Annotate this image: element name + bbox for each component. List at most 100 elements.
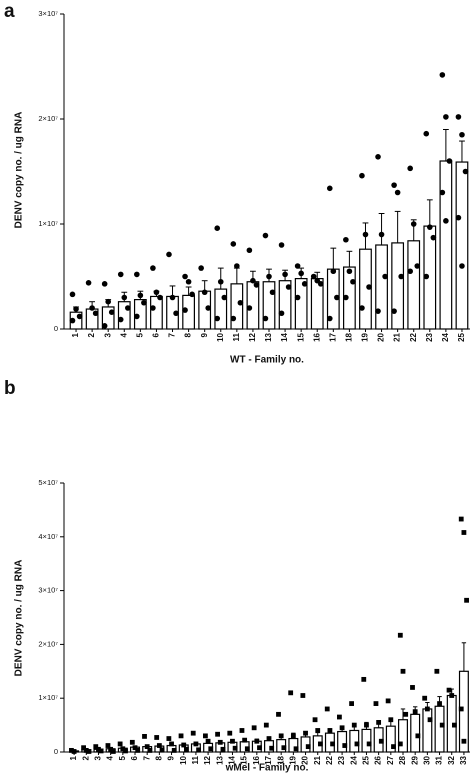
data-point — [105, 743, 111, 748]
x-tick-label: 7 — [142, 755, 151, 760]
data-point — [125, 305, 131, 311]
x-tick-label: 32 — [447, 755, 456, 764]
data-point — [257, 745, 262, 751]
data-point — [403, 711, 409, 717]
x-tick-label: 17 — [264, 755, 273, 764]
x-tick-label: 18 — [345, 332, 354, 341]
x-tick-label: 21 — [313, 755, 322, 764]
data-point — [73, 306, 79, 312]
data-point — [376, 720, 382, 725]
data-point — [189, 291, 195, 298]
data-point — [359, 172, 365, 179]
data-point — [293, 746, 299, 752]
data-point — [343, 294, 349, 301]
data-point — [294, 294, 301, 301]
bar — [410, 713, 421, 753]
y-tick-label: 1×10⁷ — [38, 219, 58, 228]
data-point — [253, 282, 260, 288]
data-point — [318, 741, 323, 747]
data-point — [196, 747, 201, 753]
data-point — [254, 738, 260, 744]
x-tick-label: 20 — [301, 755, 310, 764]
data-point — [375, 308, 381, 314]
data-point — [410, 221, 417, 227]
data-point — [459, 131, 465, 138]
x-tick-label: 26 — [374, 755, 383, 764]
data-point — [141, 299, 147, 306]
data-point — [96, 746, 101, 752]
x-tick-label: 29 — [410, 755, 419, 764]
error-bar — [400, 708, 406, 720]
data-point — [278, 242, 285, 248]
data-point — [382, 273, 388, 280]
data-point — [439, 722, 445, 728]
data-point — [461, 738, 467, 744]
data-point — [334, 294, 340, 301]
data-point — [354, 741, 360, 747]
data-point — [446, 687, 452, 693]
data-point — [262, 232, 269, 239]
data-point — [171, 747, 177, 753]
data-point — [388, 717, 394, 723]
y-axis-label: DENV copy no. / ug RNA — [14, 112, 25, 229]
data-point — [169, 294, 176, 301]
bar — [407, 240, 421, 330]
data-point — [110, 749, 116, 754]
x-tick-label: 20 — [377, 332, 386, 341]
data-point — [266, 736, 272, 741]
data-point — [423, 273, 430, 280]
bar — [150, 295, 163, 330]
data-point — [427, 224, 433, 230]
x-tick-label: 9 — [200, 332, 209, 337]
data-point — [391, 308, 397, 314]
error-bar — [442, 129, 449, 161]
x-tick-label: 24 — [349, 755, 358, 764]
x-tick-label: 27 — [386, 755, 395, 764]
data-point — [69, 317, 76, 324]
data-point — [144, 744, 150, 750]
x-tick-label: 22 — [325, 755, 334, 764]
data-point — [154, 735, 160, 740]
data-point — [397, 741, 403, 747]
x-tick-label: 14 — [280, 332, 289, 341]
data-point — [461, 530, 467, 535]
data-point — [150, 265, 156, 271]
data-point — [303, 730, 308, 736]
data-point — [366, 741, 372, 747]
data-point — [83, 747, 89, 753]
x-tick-label: 13 — [264, 332, 273, 341]
data-point — [203, 733, 208, 739]
data-point — [452, 722, 457, 728]
error-bar — [233, 267, 240, 284]
data-point — [217, 739, 223, 745]
data-point — [76, 313, 83, 320]
panel-label: b — [4, 378, 16, 399]
bar — [398, 719, 408, 753]
x-tick-label: 18 — [276, 755, 285, 764]
data-point — [215, 731, 220, 737]
x-tick-label: 12 — [203, 755, 212, 764]
data-point — [190, 730, 196, 736]
data-point — [205, 305, 212, 311]
bar — [391, 242, 405, 330]
data-point — [364, 722, 369, 728]
data-point — [173, 310, 179, 317]
data-point — [69, 291, 76, 298]
data-point — [221, 294, 228, 301]
y-tick-label: 2×10⁷ — [38, 639, 58, 648]
x-tick-label: 11 — [232, 332, 241, 341]
data-point — [362, 231, 369, 238]
bar — [375, 244, 388, 330]
data-point — [166, 736, 172, 741]
data-point — [153, 289, 160, 296]
data-point — [244, 746, 250, 752]
data-point — [92, 310, 99, 317]
data-point — [237, 299, 244, 306]
data-point — [69, 747, 74, 753]
data-point — [278, 310, 285, 317]
x-tick-label: 5 — [118, 755, 127, 760]
data-point — [366, 284, 372, 290]
data-point — [410, 685, 415, 690]
x-tick-label: 25 — [457, 332, 466, 341]
x-tick-label: 4 — [106, 755, 115, 760]
